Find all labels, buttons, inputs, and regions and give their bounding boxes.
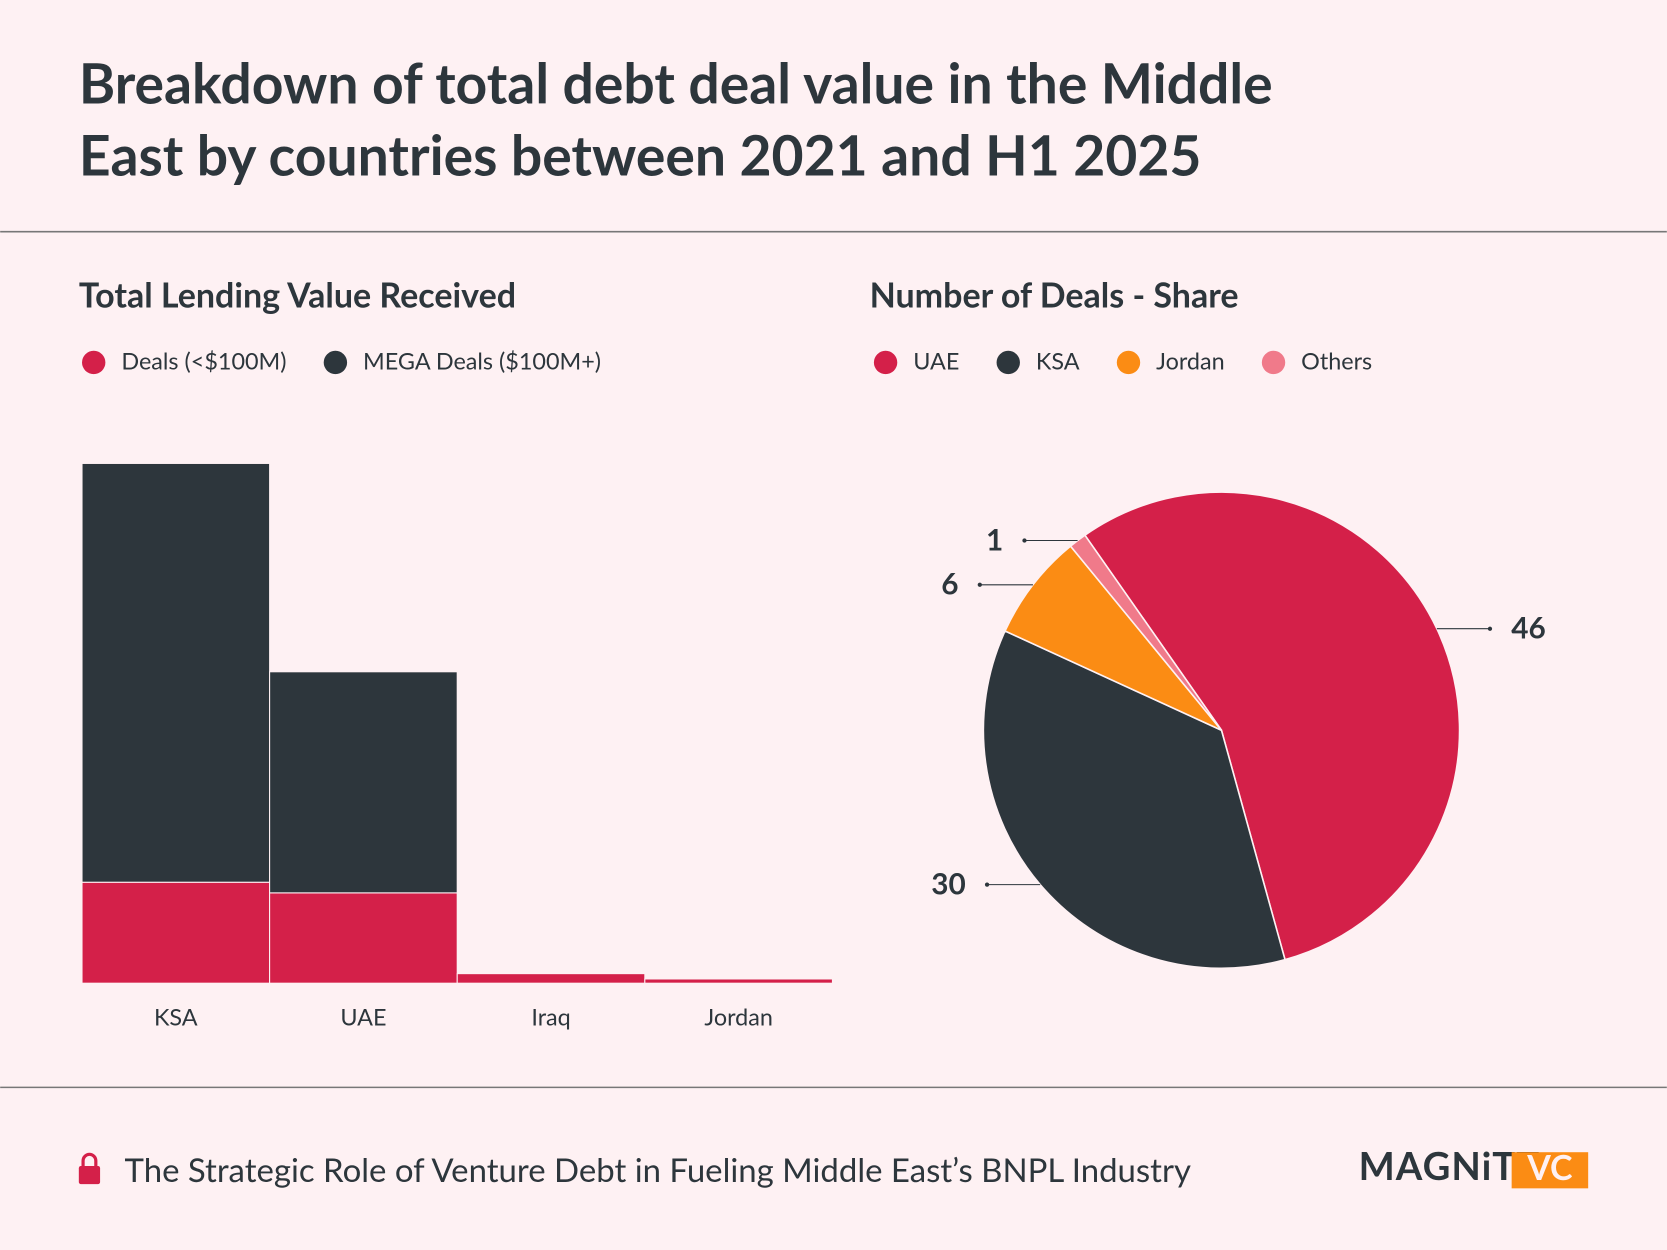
lock-icon — [78, 1152, 101, 1185]
bar — [81, 881, 271, 984]
legend-label: Jordan — [1156, 346, 1225, 374]
logo-badge-bg — [1511, 1152, 1589, 1189]
logo-badge: VC — [1526, 1147, 1573, 1188]
x-tick-label: KSA — [154, 1002, 198, 1030]
legend-marker — [323, 350, 348, 375]
legend-marker — [873, 350, 898, 375]
leader-dot — [977, 582, 982, 587]
leader-dot — [1487, 626, 1493, 631]
legend-label: UAE — [913, 346, 959, 374]
leader-dot — [1022, 538, 1027, 543]
legend-marker — [1116, 350, 1141, 375]
chart-title: Number of Deals - Share — [870, 274, 1239, 315]
footer-text: The Strategic Role of Venture Debt in Fu… — [125, 1150, 1191, 1190]
x-tick-label: Iraq — [531, 1002, 570, 1030]
chart-title: Total Lending Value Received — [79, 274, 516, 315]
bar — [644, 978, 833, 984]
data-label: 6 — [941, 567, 958, 602]
data-label: 46 — [1511, 610, 1546, 645]
leader-dot — [984, 882, 990, 887]
x-tick-label: UAE — [340, 1002, 386, 1030]
bar — [269, 671, 458, 894]
data-label: 30 — [931, 866, 966, 901]
legend-marker — [1261, 350, 1286, 375]
page-title: Breakdown of total debt deal value in th… — [79, 48, 1273, 115]
pie-slice — [1003, 544, 1223, 731]
legend-label: Deals (<$100M) — [121, 346, 286, 374]
page-title: East by countries between 2021 and H1 20… — [79, 121, 1202, 188]
pie-slice — [1069, 534, 1223, 731]
data-label: 1 — [986, 522, 1003, 557]
x-tick-label: Jordan — [704, 1002, 773, 1030]
pie-slice — [1083, 491, 1461, 961]
logo: MAGNiTT — [1359, 1143, 1541, 1189]
legend-label: KSA — [1036, 346, 1080, 374]
legend-label: MEGA Deals ($100M+) — [363, 346, 601, 374]
legend-marker — [82, 350, 106, 375]
bar — [269, 892, 458, 984]
bar — [456, 973, 646, 984]
pie-slice — [982, 629, 1287, 970]
legend-label: Others — [1301, 346, 1372, 374]
bar — [81, 462, 271, 883]
legend-marker — [996, 350, 1020, 375]
